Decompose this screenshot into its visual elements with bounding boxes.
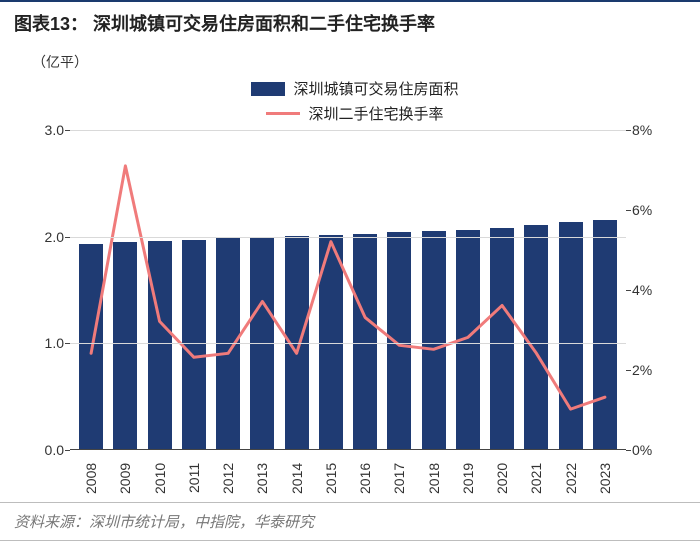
x-tick-label: 2010	[143, 456, 177, 500]
gridline	[70, 343, 626, 344]
bar-slot	[588, 130, 622, 449]
y-tick-right: 2%	[626, 362, 652, 378]
bar	[353, 234, 377, 449]
bar	[113, 242, 137, 449]
x-tick-label: 2013	[245, 456, 279, 500]
bar	[285, 236, 309, 449]
x-tick-label: 2016	[348, 456, 382, 500]
bar-slot	[245, 130, 279, 449]
bar	[319, 235, 343, 449]
x-tick-label: 2019	[451, 456, 485, 500]
bar-slot	[143, 130, 177, 449]
legend-swatch-line	[266, 112, 300, 115]
plot-area: 0.01.02.03.00%2%4%6%8%	[70, 130, 626, 450]
legend-label-bar: 深圳城镇可交易住房面积	[293, 78, 458, 99]
y-tick-left: 1.0	[45, 335, 70, 351]
bar-slot	[417, 130, 451, 449]
x-tick-label: 2014	[280, 456, 314, 500]
legend-label-line: 深圳二手住宅换手率	[308, 103, 443, 124]
bar	[148, 241, 172, 449]
bar-slot	[451, 130, 485, 449]
bar	[559, 222, 583, 449]
legend-item-bar: 深圳城镇可交易住房面积	[251, 78, 458, 99]
bar-slot	[108, 130, 142, 449]
bar-slot	[485, 130, 519, 449]
bar-slot	[211, 130, 245, 449]
bar	[182, 240, 206, 449]
x-tick-label: 2015	[314, 456, 348, 500]
bar	[456, 230, 480, 449]
bar-slot	[382, 130, 416, 449]
bar-slot	[348, 130, 382, 449]
y-tick-right: 8%	[626, 122, 652, 138]
chart-wrap: （亿平） 深圳城镇可交易住房面积 深圳二手住宅换手率 0.01.02.03.00…	[0, 42, 700, 496]
chart-area: 0.01.02.03.00%2%4%6%8% 20082009201020112…	[28, 130, 668, 490]
y-tick-left: 3.0	[45, 122, 70, 138]
bar	[79, 244, 103, 449]
x-tick-label: 2018	[417, 456, 451, 500]
x-tick-label: 2022	[554, 456, 588, 500]
y-tick-right: 4%	[626, 282, 652, 298]
y-tick-right: 6%	[626, 202, 652, 218]
bar-slot	[280, 130, 314, 449]
bar-slot	[554, 130, 588, 449]
x-tick-label: 2020	[485, 456, 519, 500]
bar-slot	[177, 130, 211, 449]
x-tick-label: 2023	[588, 456, 622, 500]
x-tick-label: 2008	[74, 456, 108, 500]
bar-slot	[519, 130, 553, 449]
legend-item-line: 深圳二手住宅换手率	[266, 103, 443, 124]
bar	[387, 232, 411, 449]
bars-group	[70, 130, 626, 449]
x-axis-labels: 2008200920102011201220132014201520162017…	[70, 456, 626, 500]
chart-title: 图表13： 深圳城镇可交易住房面积和二手住宅换手率	[14, 14, 435, 34]
chart-title-bar: 图表13： 深圳城镇可交易住房面积和二手住宅换手率	[0, 0, 700, 42]
bar-slot	[74, 130, 108, 449]
legend: 深圳城镇可交易住房面积 深圳二手住宅换手率	[28, 76, 682, 126]
bar	[422, 231, 446, 449]
y-tick-left: 0.0	[45, 442, 70, 458]
y-tick-right: 0%	[626, 442, 652, 458]
bar-slot	[314, 130, 348, 449]
bar	[490, 228, 514, 449]
x-tick-label: 2017	[382, 456, 416, 500]
y-tick-left: 2.0	[45, 229, 70, 245]
y-axis-left-label: （亿平）	[32, 52, 682, 72]
gridline	[70, 130, 626, 131]
x-tick-label: 2021	[519, 456, 553, 500]
x-tick-label: 2011	[177, 456, 211, 500]
bar	[524, 225, 548, 449]
gridline	[70, 237, 626, 238]
x-tick-label: 2012	[211, 456, 245, 500]
bar	[593, 220, 617, 449]
x-tick-label: 2009	[108, 456, 142, 500]
source-row: 资料来源：深圳市统计局，中指院，华泰研究	[0, 502, 700, 541]
legend-swatch-bar	[251, 82, 285, 96]
source-text: 资料来源：深圳市统计局，中指院，华泰研究	[14, 514, 314, 531]
